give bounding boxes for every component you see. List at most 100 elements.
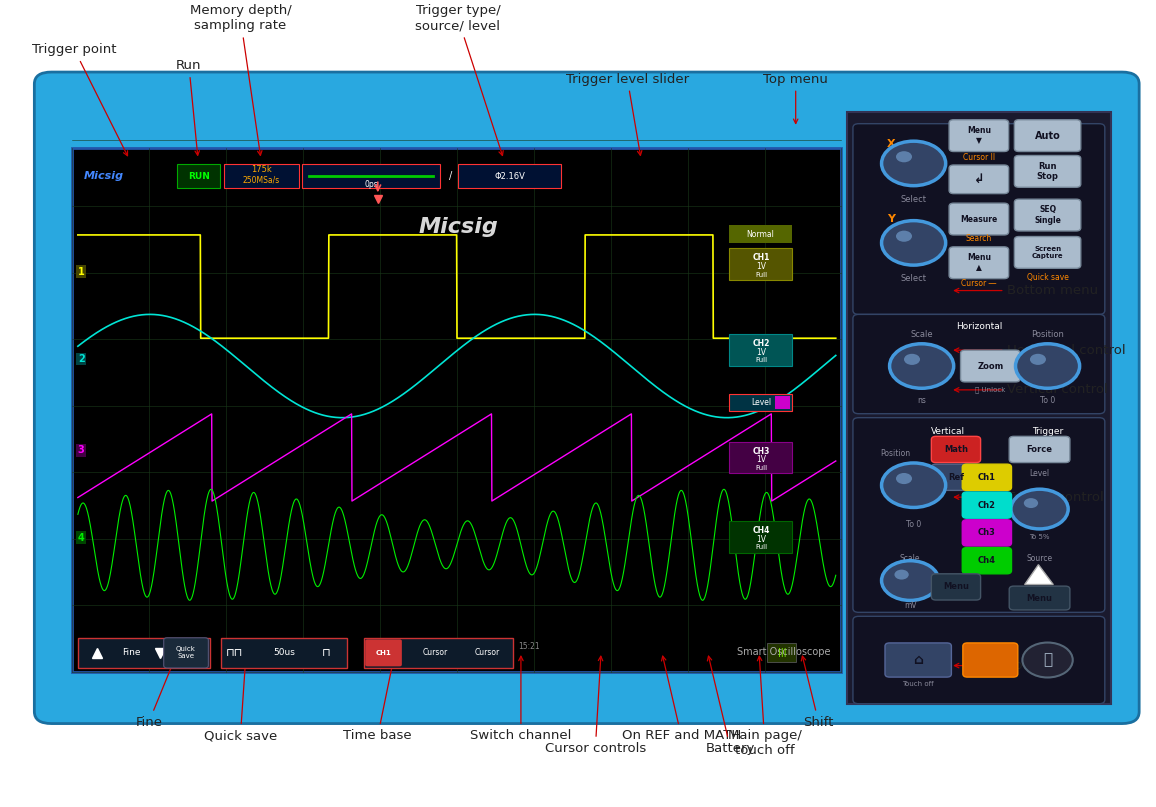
Text: Battery: Battery (706, 656, 755, 755)
Text: 4: 4 (77, 533, 84, 543)
Text: Position: Position (880, 449, 911, 458)
Circle shape (1030, 353, 1046, 365)
Polygon shape (1024, 565, 1053, 584)
Bar (729, 249, 792, 280)
Bar (768, 643, 795, 663)
Text: To 0: To 0 (906, 521, 921, 529)
Text: Touch off: Touch off (903, 681, 934, 687)
Text: Trigger type/
source/ level: Trigger type/ source/ level (415, 4, 503, 156)
Text: 1V: 1V (756, 535, 766, 544)
Text: Trigger level slider: Trigger level slider (565, 73, 689, 155)
Text: ⌂: ⌂ (913, 653, 924, 667)
Text: Ref: Ref (948, 473, 964, 482)
Bar (72, 148, 842, 672)
FancyBboxPatch shape (962, 548, 1012, 574)
FancyBboxPatch shape (932, 464, 980, 491)
Text: 15:21: 15:21 (519, 642, 540, 651)
Text: CH2: CH2 (753, 339, 770, 349)
Text: Level: Level (751, 398, 771, 407)
Text: Cursor controls: Cursor controls (544, 656, 646, 755)
Text: Full: Full (755, 358, 768, 363)
Text: Search: Search (965, 233, 992, 243)
FancyBboxPatch shape (932, 574, 980, 600)
FancyBboxPatch shape (962, 520, 1012, 546)
Circle shape (1012, 489, 1068, 529)
Text: Φ2.16V: Φ2.16V (494, 172, 525, 181)
Bar (364, 638, 513, 668)
Text: Scale: Scale (899, 554, 920, 562)
FancyBboxPatch shape (1009, 586, 1070, 610)
Text: On REF and MATH: On REF and MATH (622, 656, 741, 742)
Text: Horizontal: Horizontal (956, 322, 1002, 331)
Text: Force: Force (1027, 445, 1053, 454)
Circle shape (882, 463, 946, 508)
Text: Full: Full (755, 544, 768, 550)
Text: Cursor ―: Cursor ― (962, 279, 996, 288)
Text: Screen
Capture: Screen Capture (1032, 246, 1064, 259)
Text: Source: Source (1027, 554, 1053, 562)
Circle shape (1015, 344, 1080, 388)
FancyBboxPatch shape (1009, 437, 1070, 462)
Text: Y: Y (887, 214, 895, 224)
Text: Memory depth/
sampling rate: Memory depth/ sampling rate (190, 4, 291, 155)
Text: 3: 3 (77, 445, 84, 455)
Text: RUN: RUN (187, 172, 209, 181)
Text: Menu
▼: Menu ▼ (966, 126, 991, 145)
Bar (729, 521, 792, 553)
FancyBboxPatch shape (853, 315, 1105, 414)
Text: ns: ns (917, 395, 926, 404)
Circle shape (1024, 498, 1038, 508)
Text: Quick save: Quick save (1027, 273, 1068, 282)
FancyBboxPatch shape (961, 350, 1020, 382)
Text: ↲: ↲ (973, 173, 984, 186)
Text: ⏻: ⏻ (1043, 653, 1052, 667)
Text: CH3: CH3 (753, 446, 770, 455)
Text: Time base: Time base (343, 656, 413, 742)
Text: X: X (887, 139, 895, 148)
Text: Trigger point: Trigger point (32, 43, 127, 156)
Circle shape (882, 141, 946, 186)
Text: /: / (449, 171, 452, 181)
FancyBboxPatch shape (963, 643, 1017, 677)
Text: ⊓⊓: ⊓⊓ (227, 648, 243, 658)
Text: Full: Full (755, 272, 768, 278)
Circle shape (882, 220, 946, 266)
Text: Select: Select (901, 274, 927, 283)
Text: Micsig: Micsig (418, 217, 498, 237)
Bar (729, 441, 792, 473)
Text: 1V: 1V (756, 262, 766, 271)
Text: Vertical: Vertical (931, 428, 965, 437)
Text: Menu: Menu (1027, 593, 1053, 603)
Text: To 0: To 0 (1040, 395, 1055, 404)
Text: Position: Position (1031, 330, 1064, 339)
Text: Horizontal control: Horizontal control (955, 344, 1126, 357)
Bar (729, 225, 792, 243)
FancyBboxPatch shape (1014, 156, 1081, 187)
Text: Power: Power (955, 659, 1047, 672)
Text: Math: Math (944, 445, 968, 454)
FancyBboxPatch shape (949, 247, 1009, 278)
Text: Scale: Scale (910, 330, 933, 339)
Text: Top menu: Top menu (763, 73, 828, 123)
Text: CH1: CH1 (376, 650, 392, 656)
Text: Measure: Measure (961, 215, 998, 224)
Text: Shift: Shift (801, 656, 833, 729)
Text: Smart Oscilloscope: Smart Oscilloscope (736, 647, 830, 657)
FancyBboxPatch shape (949, 165, 1009, 194)
Text: 1: 1 (77, 266, 84, 277)
Text: Ch4: Ch4 (978, 556, 995, 565)
Bar (847, 112, 1111, 704)
Text: 0ps: 0ps (364, 180, 378, 189)
Text: Select: Select (901, 194, 927, 203)
Text: 175k: 175k (251, 165, 272, 174)
Text: To 5%: To 5% (1029, 534, 1050, 540)
Circle shape (904, 353, 920, 365)
Text: 50us: 50us (273, 648, 295, 658)
FancyBboxPatch shape (35, 72, 1139, 724)
Text: Run: Run (176, 59, 201, 155)
Text: Ch3: Ch3 (978, 529, 995, 537)
Text: Normal: Normal (747, 230, 775, 239)
Text: Zoom: Zoom (977, 362, 1003, 370)
Text: CH4: CH4 (753, 526, 770, 535)
Text: Quick
Save: Quick Save (176, 646, 197, 659)
